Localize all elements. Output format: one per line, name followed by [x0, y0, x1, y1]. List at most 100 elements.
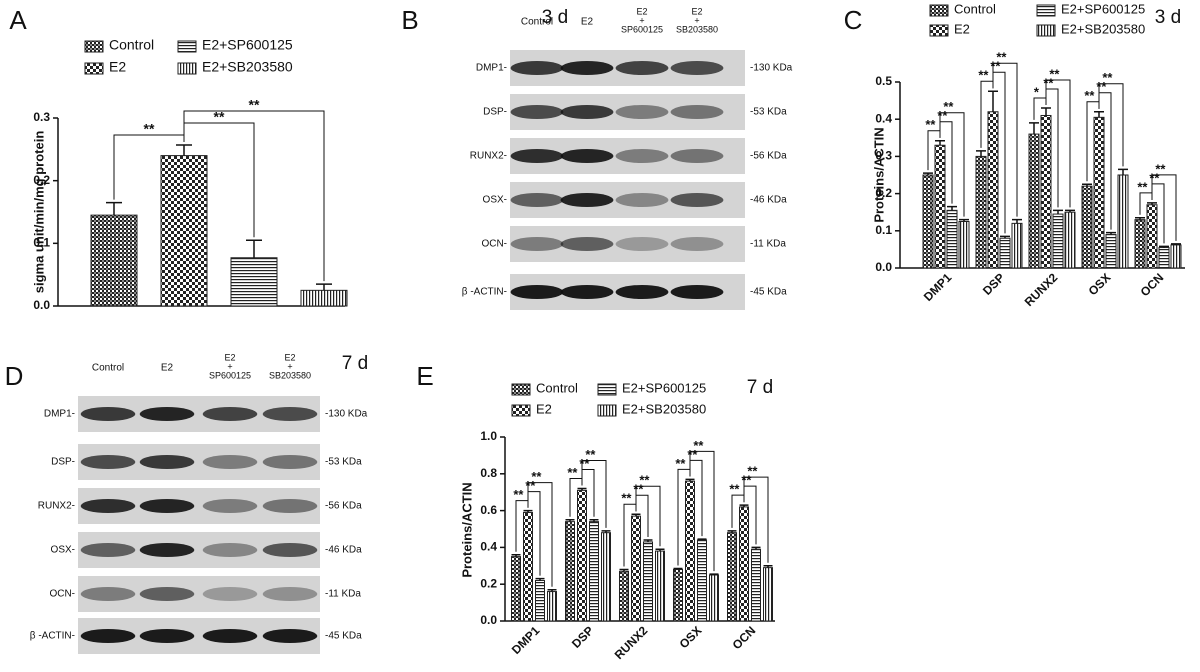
significance-label: **	[579, 456, 590, 471]
y-tick-label: 0.4	[875, 111, 892, 125]
lane-label: E2	[224, 352, 235, 362]
blot-band	[262, 543, 318, 557]
significance-label: **	[937, 108, 948, 123]
bar	[751, 548, 761, 622]
blot-band	[80, 455, 136, 469]
row-label: RUNX2-	[38, 501, 75, 512]
significance-label: **	[675, 456, 686, 471]
legend-swatch	[84, 62, 104, 75]
significance-label: **	[531, 469, 542, 484]
blot-band	[202, 455, 258, 469]
error-bar	[727, 530, 737, 533]
bar	[90, 214, 138, 307]
error-bar	[1053, 209, 1063, 215]
blot-band	[615, 105, 669, 119]
y-tick-label: 0.1	[33, 236, 50, 250]
blot-band	[262, 499, 318, 513]
blot-band	[510, 149, 564, 163]
lane-label: Control	[521, 17, 553, 28]
blot-band	[80, 543, 136, 557]
legend-label: Control	[536, 380, 578, 395]
legend-swatch	[1036, 24, 1056, 37]
error-bar	[176, 144, 192, 156]
blot-band	[80, 499, 136, 513]
bar	[999, 237, 1011, 269]
significance-label: **	[525, 478, 536, 493]
legend-swatch	[929, 24, 949, 37]
x-tick-label: DMP1	[921, 270, 955, 304]
bar	[1028, 133, 1040, 269]
error-bar	[106, 201, 122, 216]
bar	[1170, 244, 1182, 269]
bar	[643, 541, 653, 622]
bar	[601, 532, 611, 622]
error-bar	[1065, 209, 1075, 213]
blot-band	[510, 237, 564, 251]
row-label: β -ACTIN-	[30, 631, 75, 642]
row-label: DSP-	[483, 107, 507, 118]
error-bar	[751, 546, 761, 550]
y-tick-label: 0.3	[875, 149, 892, 163]
lane-label: Control	[92, 363, 124, 374]
blot-band	[262, 455, 318, 469]
bar	[619, 570, 629, 622]
bar	[1134, 219, 1146, 269]
x-tick-label: RUNX2	[612, 623, 651, 662]
blot-band	[139, 499, 195, 513]
bar	[739, 506, 749, 622]
chart-title: 3 d	[1155, 7, 1181, 28]
x-tick-label: DSP	[980, 270, 1007, 297]
significance-label: **	[1149, 170, 1160, 185]
bar	[1117, 174, 1129, 269]
bar	[946, 209, 958, 269]
error-bar	[547, 588, 557, 592]
error-bar	[316, 283, 332, 291]
bar	[697, 539, 707, 622]
bar	[709, 574, 719, 622]
error-bar	[959, 218, 969, 222]
blot-strip	[510, 226, 745, 262]
significance-label: **	[567, 465, 578, 480]
y-tick-label: 0.2	[33, 173, 50, 187]
legend-label: E2+SB203580	[622, 401, 706, 416]
lane-label: SP600125	[209, 370, 251, 380]
error-bar	[601, 530, 611, 533]
row-label: β -ACTIN-	[462, 287, 507, 298]
bar	[535, 580, 545, 622]
significance-label: **	[1137, 179, 1148, 194]
significance-label: **	[1102, 70, 1113, 85]
error-bar	[523, 509, 533, 513]
blot-band	[262, 407, 318, 421]
blot-band	[560, 285, 614, 299]
error-bar	[511, 554, 521, 557]
y-axis-label: Proteins/ACTIN	[459, 482, 474, 577]
error-bar	[619, 568, 629, 572]
blot-band	[615, 285, 669, 299]
significance-label: **	[978, 68, 989, 83]
significance-label: **	[925, 117, 936, 132]
error-bar	[1012, 218, 1022, 224]
y-tick-label: 0.0	[33, 298, 50, 312]
error-bar	[1171, 243, 1181, 245]
bar	[1158, 247, 1170, 269]
blot-band	[670, 285, 724, 299]
size-label: -11 KDa	[325, 589, 361, 600]
error-bar	[631, 513, 641, 517]
blot-band	[615, 61, 669, 75]
significance-label: **	[943, 99, 954, 114]
blot-band	[202, 499, 258, 513]
row-label: OSX-	[483, 195, 507, 206]
bar	[511, 556, 521, 622]
blot-band	[202, 407, 258, 421]
error-bar	[1041, 107, 1051, 116]
size-label: -130 KDa	[750, 63, 793, 74]
panel-letter: B	[401, 5, 418, 35]
y-tick-label: 0.4	[480, 540, 497, 554]
y-tick-label: 0.0	[875, 260, 892, 274]
significance-label: *	[1034, 84, 1040, 99]
bar	[655, 550, 665, 622]
legend-label: E2	[954, 21, 970, 36]
error-bar	[976, 150, 986, 157]
legend-label: Control	[954, 1, 996, 16]
size-label: -45 KDa	[750, 287, 787, 298]
